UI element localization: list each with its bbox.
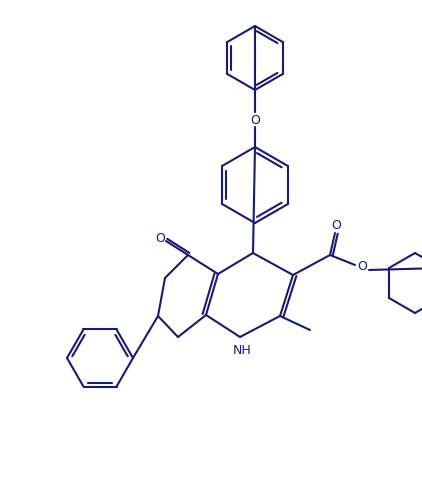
Text: O: O xyxy=(155,231,165,244)
Text: O: O xyxy=(250,114,260,126)
Text: O: O xyxy=(331,218,341,231)
Text: NH: NH xyxy=(233,343,252,356)
Text: O: O xyxy=(357,261,367,274)
